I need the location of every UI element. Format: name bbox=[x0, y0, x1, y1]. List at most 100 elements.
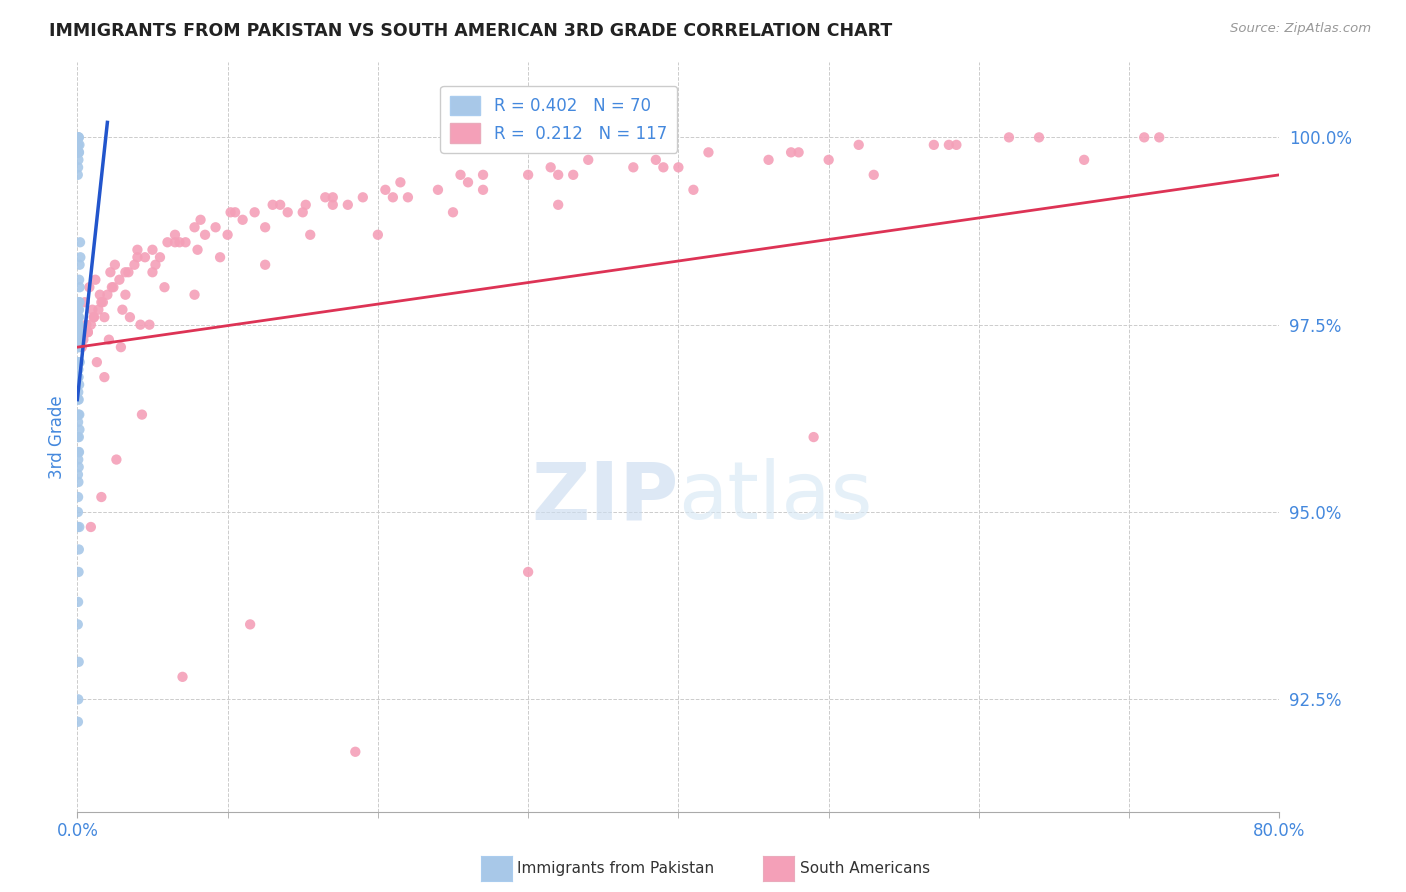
Point bbox=[562, 168, 585, 182]
Point bbox=[367, 227, 389, 242]
Point bbox=[547, 168, 569, 182]
Point bbox=[277, 205, 299, 219]
Point bbox=[621, 161, 644, 175]
Point bbox=[998, 130, 1021, 145]
Point bbox=[66, 617, 89, 632]
Point bbox=[67, 385, 90, 400]
Point bbox=[314, 190, 336, 204]
Text: South Americans: South Americans bbox=[800, 862, 931, 876]
Point bbox=[758, 153, 780, 167]
Point bbox=[104, 258, 127, 272]
Point bbox=[291, 205, 314, 219]
Point bbox=[66, 340, 89, 354]
Point bbox=[576, 153, 599, 167]
Point bbox=[67, 595, 90, 609]
Point bbox=[67, 318, 90, 332]
Point bbox=[67, 692, 90, 706]
Point bbox=[322, 190, 344, 204]
Point bbox=[299, 227, 322, 242]
Point bbox=[67, 415, 90, 429]
Point bbox=[381, 190, 404, 204]
Point bbox=[67, 445, 90, 459]
Point bbox=[517, 565, 540, 579]
Point bbox=[127, 243, 149, 257]
Point bbox=[67, 145, 90, 160]
Point bbox=[938, 137, 960, 152]
Point bbox=[67, 318, 90, 332]
Point bbox=[108, 273, 131, 287]
Point bbox=[67, 542, 90, 557]
Point bbox=[67, 362, 90, 376]
Point bbox=[66, 392, 89, 407]
Point bbox=[83, 310, 105, 325]
Point bbox=[66, 137, 89, 152]
Point bbox=[67, 520, 90, 534]
Point bbox=[84, 273, 107, 287]
Point bbox=[67, 137, 90, 152]
Point bbox=[86, 355, 108, 369]
Legend: R = 0.402   N = 70, R =  0.212   N = 117: R = 0.402 N = 70, R = 0.212 N = 117 bbox=[440, 86, 676, 153]
Point bbox=[69, 355, 91, 369]
Point bbox=[153, 280, 176, 294]
Point bbox=[336, 198, 359, 212]
Point bbox=[93, 370, 115, 384]
Point bbox=[66, 325, 89, 339]
Point bbox=[66, 340, 89, 354]
Point bbox=[90, 490, 112, 504]
Point bbox=[69, 258, 91, 272]
Y-axis label: 3rd Grade: 3rd Grade bbox=[48, 395, 66, 479]
Point bbox=[457, 175, 479, 189]
Point bbox=[114, 265, 136, 279]
Point bbox=[67, 295, 90, 310]
Point bbox=[803, 430, 825, 444]
Point bbox=[547, 198, 569, 212]
Point bbox=[67, 460, 90, 475]
Point bbox=[172, 670, 194, 684]
Point bbox=[131, 408, 153, 422]
Point bbox=[105, 452, 128, 467]
Point bbox=[73, 295, 96, 310]
Point bbox=[76, 325, 98, 339]
Point bbox=[224, 205, 246, 219]
Point bbox=[67, 370, 90, 384]
Point bbox=[114, 287, 136, 301]
Point bbox=[67, 302, 90, 317]
Point bbox=[66, 520, 89, 534]
Text: Immigrants from Pakistan: Immigrants from Pakistan bbox=[517, 862, 714, 876]
Point bbox=[186, 243, 209, 257]
Point bbox=[67, 355, 90, 369]
Point bbox=[67, 355, 90, 369]
Point bbox=[441, 205, 464, 219]
Point bbox=[89, 287, 111, 301]
Point bbox=[1028, 130, 1050, 145]
Point bbox=[141, 243, 163, 257]
Point bbox=[87, 302, 110, 317]
Point bbox=[83, 310, 105, 325]
Point bbox=[75, 318, 97, 332]
Point bbox=[472, 183, 495, 197]
Point bbox=[67, 310, 90, 325]
Point bbox=[1073, 153, 1095, 167]
Text: IMMIGRANTS FROM PAKISTAN VS SOUTH AMERICAN 3RD GRADE CORRELATION CHART: IMMIGRANTS FROM PAKISTAN VS SOUTH AMERIC… bbox=[49, 22, 893, 40]
Point bbox=[219, 205, 242, 219]
Point bbox=[254, 220, 277, 235]
Point bbox=[66, 168, 89, 182]
Point bbox=[127, 250, 149, 264]
Point bbox=[67, 273, 90, 287]
Point bbox=[66, 714, 89, 729]
Point bbox=[67, 430, 90, 444]
Point bbox=[76, 325, 98, 339]
Text: atlas: atlas bbox=[679, 458, 873, 536]
Point bbox=[66, 467, 89, 482]
Point bbox=[67, 310, 90, 325]
Point bbox=[472, 168, 495, 182]
Point bbox=[66, 145, 89, 160]
Point bbox=[67, 145, 90, 160]
Point bbox=[922, 137, 945, 152]
Point bbox=[67, 333, 90, 347]
Text: Source: ZipAtlas.com: Source: ZipAtlas.com bbox=[1230, 22, 1371, 36]
Point bbox=[93, 310, 115, 325]
Point bbox=[322, 198, 344, 212]
Point bbox=[67, 490, 90, 504]
Point bbox=[848, 137, 870, 152]
